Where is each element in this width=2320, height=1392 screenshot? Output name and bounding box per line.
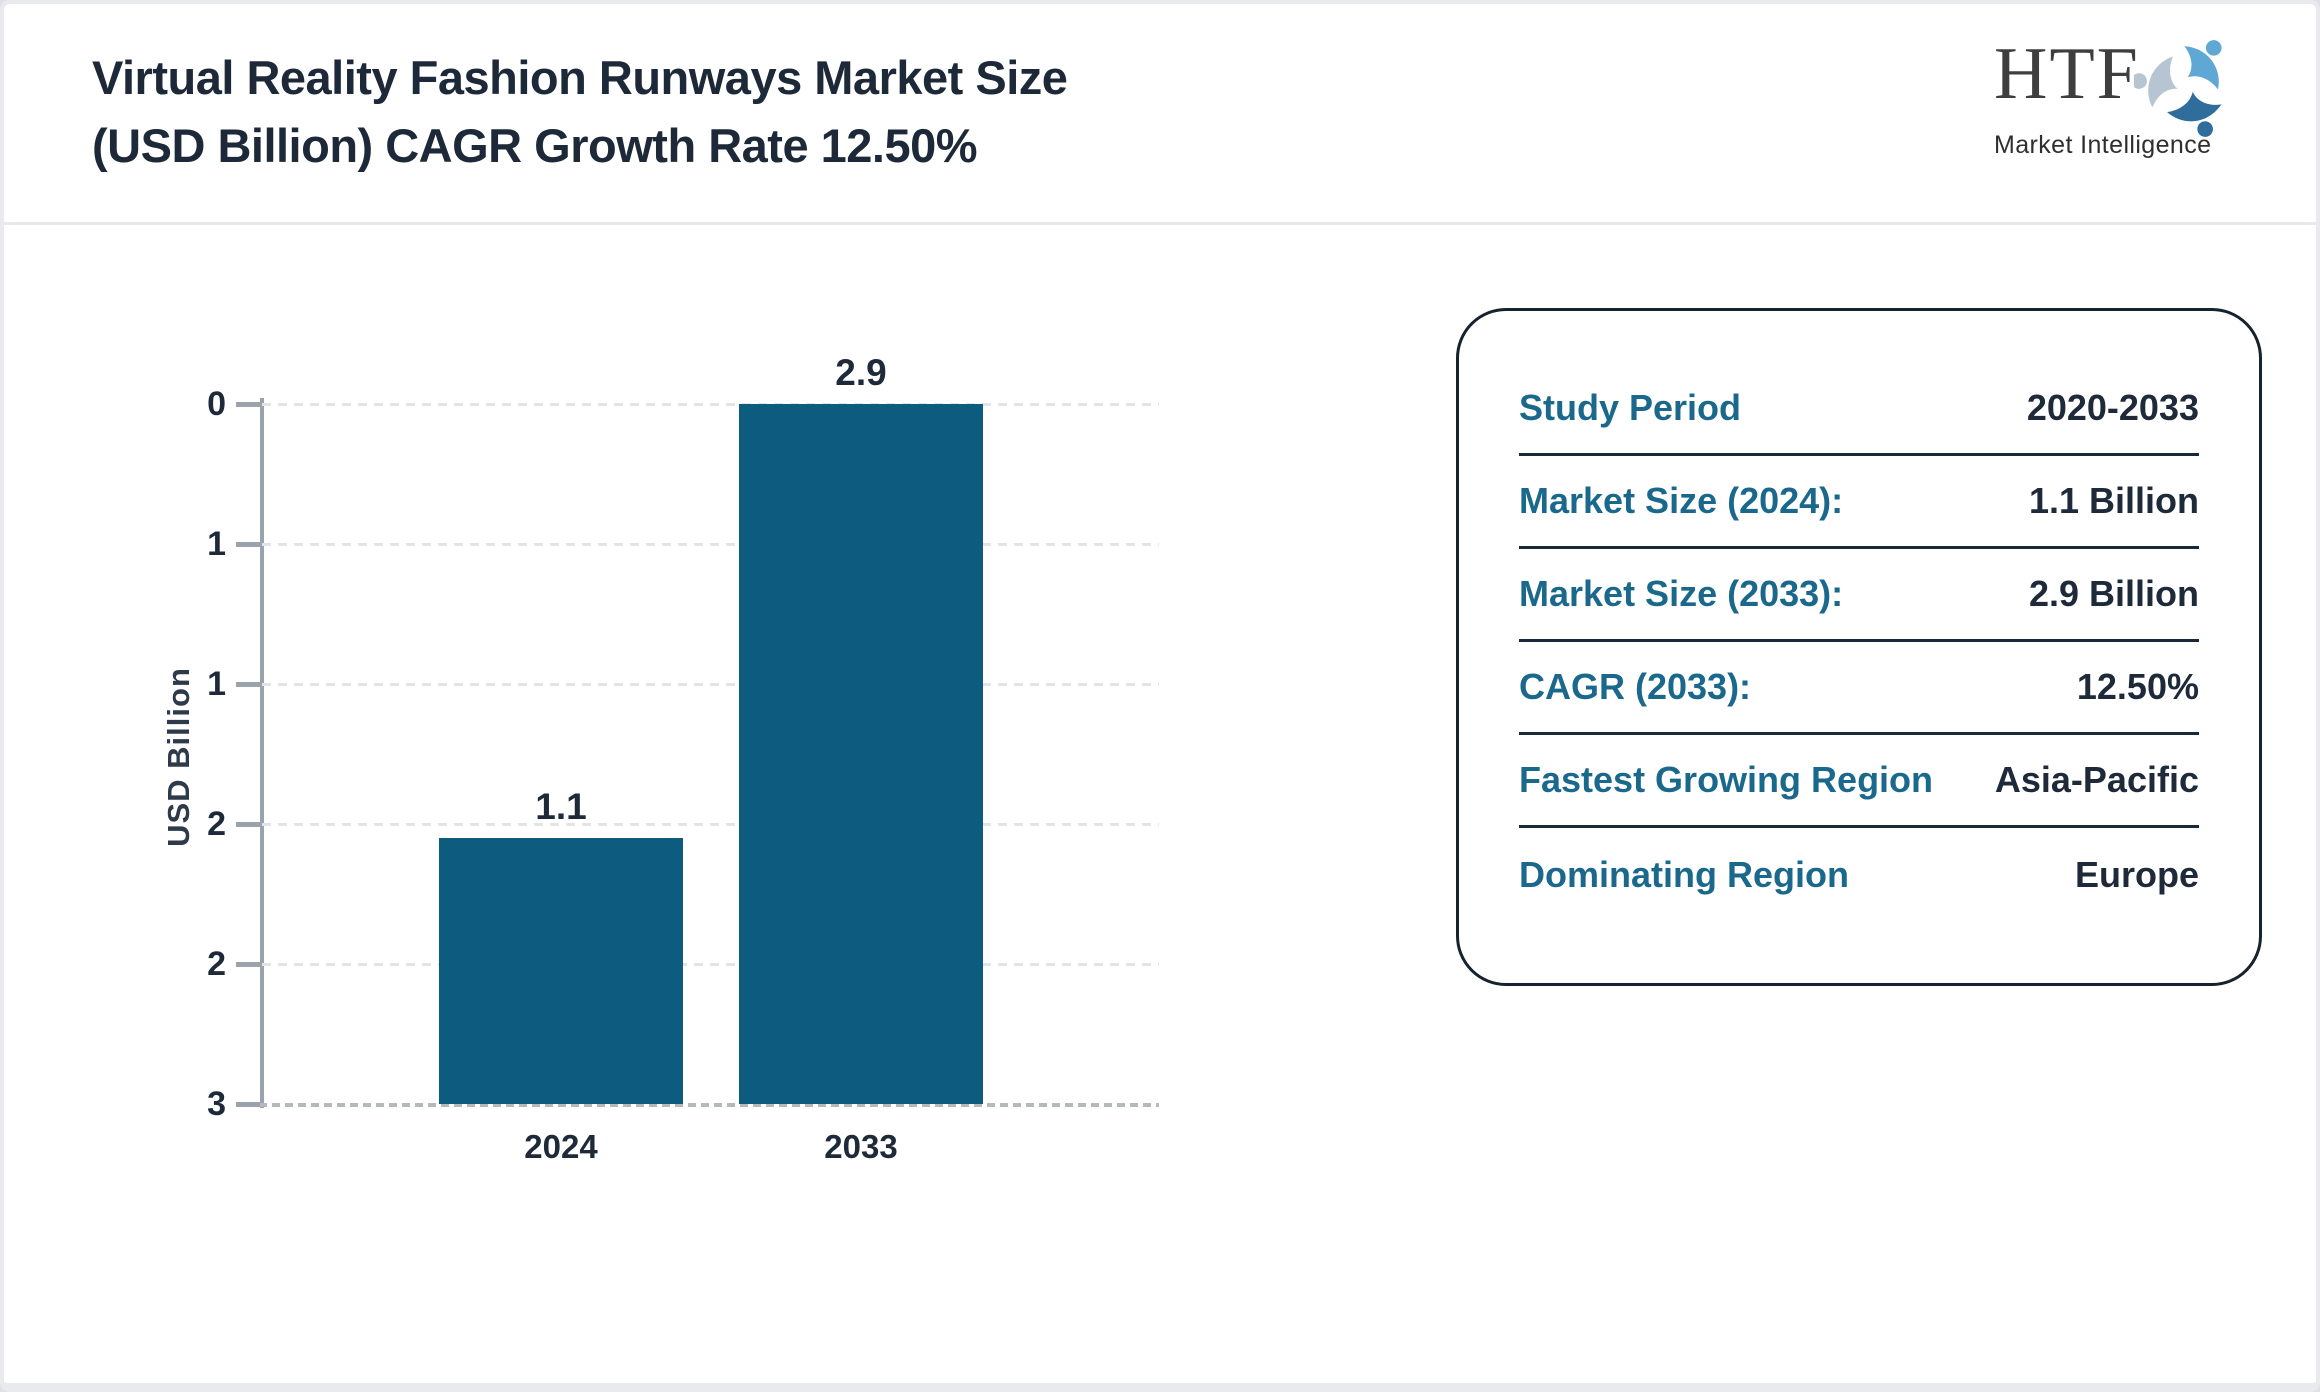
y-tick-label: 1 xyxy=(207,665,226,703)
y-tick-mark xyxy=(236,402,260,407)
market-summary-panel: Study Period 2020-2033 Market Size (2024):… xyxy=(1456,308,2262,986)
summary-row: CAGR (2033): 12.50% xyxy=(1519,642,2199,735)
y-tick-mark xyxy=(236,822,260,827)
header-divider xyxy=(4,222,2316,225)
bar-value-label-2033: 2.9 xyxy=(835,352,887,393)
page-title: Virtual Reality Fashion Runways Market S… xyxy=(92,44,1068,180)
y-tick-label: 2 xyxy=(207,945,226,983)
summary-row-label: Market Size (2033): xyxy=(1519,573,1844,614)
y-tick-label: 1 xyxy=(207,525,226,563)
x-tick-label-2024: 2024 xyxy=(524,1128,598,1165)
summary-row-label: Dominating Region xyxy=(1519,853,1849,895)
x-axis-zero-line xyxy=(246,1103,1159,1107)
y-axis-line xyxy=(260,398,264,1108)
htf-swirl-icon xyxy=(2131,34,2238,143)
bar-value-label-2024: 1.1 xyxy=(535,786,587,827)
gridline xyxy=(262,543,1159,546)
gridline xyxy=(262,403,1159,406)
y-tick-mark xyxy=(236,1102,260,1107)
summary-row: Study Period 2020-2033 xyxy=(1519,363,2199,456)
page-title-line2: (USD Billion) CAGR Growth Rate 12.50% xyxy=(92,119,978,172)
summary-row: Dominating Region Europe xyxy=(1519,828,2199,921)
bar-2033 xyxy=(739,404,983,1104)
htf-logo-top: HTF xyxy=(1994,32,2244,143)
gridline xyxy=(262,963,1159,966)
gridline xyxy=(262,683,1159,686)
htf-logo-subtitle: Market Intelligence xyxy=(1994,131,2212,159)
summary-row-value: 2.9 Billion xyxy=(2028,573,2199,614)
summary-rows: Study Period 2020-2033 Market Size (2024):… xyxy=(1519,363,2199,921)
summary-row: Market Size (2033): 2.9 Billion xyxy=(1519,549,2199,642)
y-tick-mark xyxy=(236,962,260,967)
bar-2024 xyxy=(439,838,683,1104)
summary-row-value: 1.1 Billion xyxy=(2028,480,2199,521)
summary-row-label: Fastest Growing Region xyxy=(1519,759,1934,800)
y-tick-label: 2 xyxy=(207,805,226,843)
summary-row: Market Size (2024): 1.1 Billion xyxy=(1519,456,2199,549)
summary-row-label: Market Size (2024): xyxy=(1519,480,1844,521)
summary-row-label: Study Period xyxy=(1519,387,1742,428)
htf-logo: HTF xyxy=(1994,32,2244,160)
x-tick-label-2033: 2033 xyxy=(824,1128,898,1165)
y-tick-mark xyxy=(236,542,260,547)
summary-row-value: Europe xyxy=(2074,853,2199,895)
gridline xyxy=(262,823,1159,826)
htf-logo-text: HTF xyxy=(1994,33,2140,115)
y-tick-mark xyxy=(236,682,260,687)
y-tick-label: 0 xyxy=(207,385,226,423)
summary-row-value: Asia-Pacific xyxy=(1994,759,2199,800)
page-title-line1: Virtual Reality Fashion Runways Market S… xyxy=(92,51,1068,104)
summary-row-label: CAGR (2033): xyxy=(1519,666,1752,707)
summary-row: Fastest Growing Region Asia-Pacific xyxy=(1519,735,2199,828)
summary-row-value: 12.50% xyxy=(2076,666,2199,707)
summary-row-value: 2020-2033 xyxy=(2026,387,2199,428)
market-size-bar-chart: USD Billion 0 1 1 2 2 3 1.1 2024 2.9 2033 xyxy=(4,4,2316,1383)
y-tick-label: 3 xyxy=(207,1085,226,1123)
